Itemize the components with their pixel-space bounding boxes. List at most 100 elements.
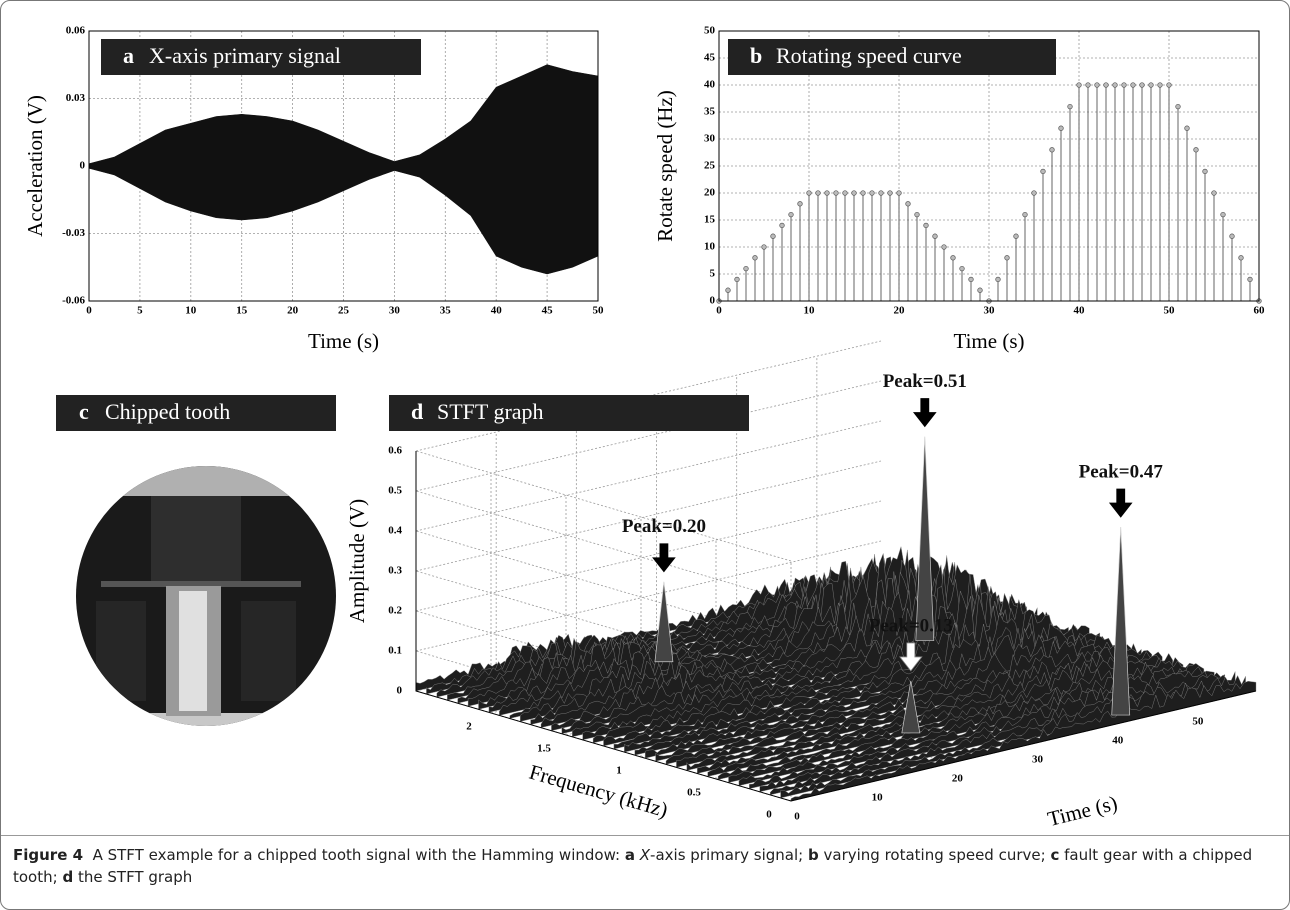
stem-marker — [860, 190, 866, 196]
y-tick-label: 10 — [704, 241, 716, 253]
stem-marker — [887, 190, 893, 196]
x-tick-label: 0 — [794, 811, 800, 823]
signal-envelope — [88, 165, 599, 275]
caption-text: fault gear with a chipped tooth; — [13, 846, 1253, 886]
x-tick-label: 30 — [389, 305, 401, 317]
peak-arrow — [898, 642, 923, 672]
stem-marker — [1031, 190, 1037, 196]
x-tick-label: 25 — [338, 305, 350, 317]
y-tick-label: -0.06 — [62, 295, 85, 307]
caption-label: Figure 4 — [13, 846, 84, 864]
stem-marker — [1157, 82, 1163, 88]
z-tick-label: 0.3 — [388, 565, 402, 577]
stem-marker — [1094, 82, 1100, 88]
caption-letter: b — [807, 846, 819, 864]
y-tick-label: -0.03 — [62, 227, 85, 239]
stem-marker — [1022, 211, 1028, 218]
x-tick-label: 60 — [1254, 305, 1266, 317]
z-tick-label: 0.6 — [388, 445, 402, 457]
caption-italic: X — [639, 846, 651, 864]
stem-marker — [878, 190, 884, 196]
panel-title: Chipped tooth — [105, 399, 230, 424]
x-tick-label: 30 — [1032, 754, 1044, 766]
x-axis-label: Time (s) — [954, 329, 1025, 353]
caption-text: the STFT graph — [78, 868, 193, 886]
stem-marker — [833, 190, 839, 196]
x-axis-label: Time (s) — [308, 329, 379, 353]
stem-marker — [1004, 255, 1010, 261]
z-tick-label: 0.5 — [388, 485, 402, 497]
y-tick-label: 0.03 — [66, 92, 86, 104]
x-tick-label: 10 — [872, 792, 884, 804]
y-tick-label: 50 — [704, 25, 716, 37]
y-tick-label: 5 — [710, 268, 716, 280]
y-axis-label: Acceleration (V) — [23, 95, 47, 237]
z-tick-label: 0 — [397, 685, 403, 697]
y-tick-label: 0.5 — [687, 787, 701, 799]
peak-label: Peak=0.13 — [869, 615, 953, 636]
caption-text: -axis primary signal; — [650, 846, 804, 864]
x-tick-label: 40 — [1074, 305, 1086, 317]
y-tick-label: 0.06 — [66, 25, 86, 37]
spectrum-ridge — [790, 680, 1257, 802]
stem-marker — [1238, 255, 1244, 261]
y-tick-label: 15 — [704, 214, 716, 226]
peak — [654, 581, 674, 663]
y-tick-label: 0 — [766, 809, 772, 821]
stem-marker — [1049, 147, 1055, 153]
stem-marker — [752, 255, 758, 261]
peak-label: Peak=0.20 — [622, 516, 706, 537]
panel-title-box — [389, 395, 749, 431]
stem-marker — [842, 190, 848, 196]
stem-marker — [743, 265, 749, 272]
stem-marker — [1211, 190, 1217, 196]
z-tick-label: 0.2 — [388, 605, 402, 617]
peak — [915, 436, 935, 641]
stem-marker — [824, 190, 830, 196]
stem-marker — [905, 201, 911, 207]
stem-marker — [1040, 168, 1046, 175]
panel-letter: a — [123, 43, 134, 68]
x-tick-label: 10 — [804, 305, 816, 317]
peak — [1111, 527, 1131, 716]
stem-marker — [1220, 211, 1226, 218]
x-tick-label: 40 — [491, 305, 503, 317]
stem-marker — [1085, 82, 1091, 88]
z-tick-label: 0.1 — [388, 645, 402, 657]
y-tick-label: 30 — [704, 133, 716, 145]
stem-marker — [1184, 125, 1190, 131]
panel-title: STFT graph — [437, 399, 544, 424]
stem-marker — [806, 190, 812, 196]
stem-marker — [1175, 103, 1181, 110]
x-tick-label: 50 — [1192, 716, 1204, 728]
panel-title: X-axis primary signal — [149, 43, 341, 68]
caption-letter: a — [624, 846, 635, 864]
panel-c-label: c Chipped tooth — [56, 395, 336, 431]
peak-label: Peak=0.47 — [1079, 461, 1164, 482]
y-tick-label: 45 — [704, 52, 716, 64]
y-tick-label: 25 — [704, 160, 716, 172]
stem-marker — [734, 276, 740, 283]
caption-letter: c — [1050, 846, 1060, 864]
z-tick-label: 0.4 — [388, 525, 402, 537]
peak — [901, 680, 921, 734]
caption-text: varying rotating speed curve; — [823, 846, 1046, 864]
stem-marker — [815, 190, 821, 196]
caption-letter: d — [62, 868, 74, 886]
stem-marker — [977, 287, 983, 293]
grid-line — [415, 450, 792, 562]
peak-arrow — [652, 543, 676, 573]
panel-letter: d — [411, 399, 423, 424]
stem-marker — [1148, 82, 1154, 88]
axis-box — [415, 451, 1257, 802]
stem-marker — [923, 222, 929, 229]
y-tick-label: 0 — [710, 295, 716, 307]
x-tick-label: 30 — [984, 305, 996, 317]
peak-label: Peak=0.51 — [883, 371, 967, 392]
plot-frame — [88, 30, 599, 302]
gear-photo — [76, 466, 336, 726]
stem-marker — [1130, 82, 1136, 88]
caption-items: a X-axis primary signal; b varying rotat… — [13, 846, 1252, 886]
spectrum-ridge — [561, 555, 1028, 735]
